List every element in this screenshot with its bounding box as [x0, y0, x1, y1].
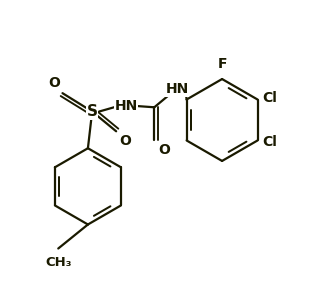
Text: O: O [119, 134, 131, 148]
Text: S: S [87, 104, 98, 119]
Text: Cl: Cl [262, 91, 277, 105]
Text: F: F [217, 56, 227, 71]
Text: CH₃: CH₃ [45, 255, 71, 269]
Text: O: O [48, 76, 60, 90]
Text: HN: HN [165, 82, 188, 96]
Text: HN: HN [115, 99, 138, 113]
Text: O: O [159, 143, 170, 157]
Text: Cl: Cl [262, 135, 277, 149]
